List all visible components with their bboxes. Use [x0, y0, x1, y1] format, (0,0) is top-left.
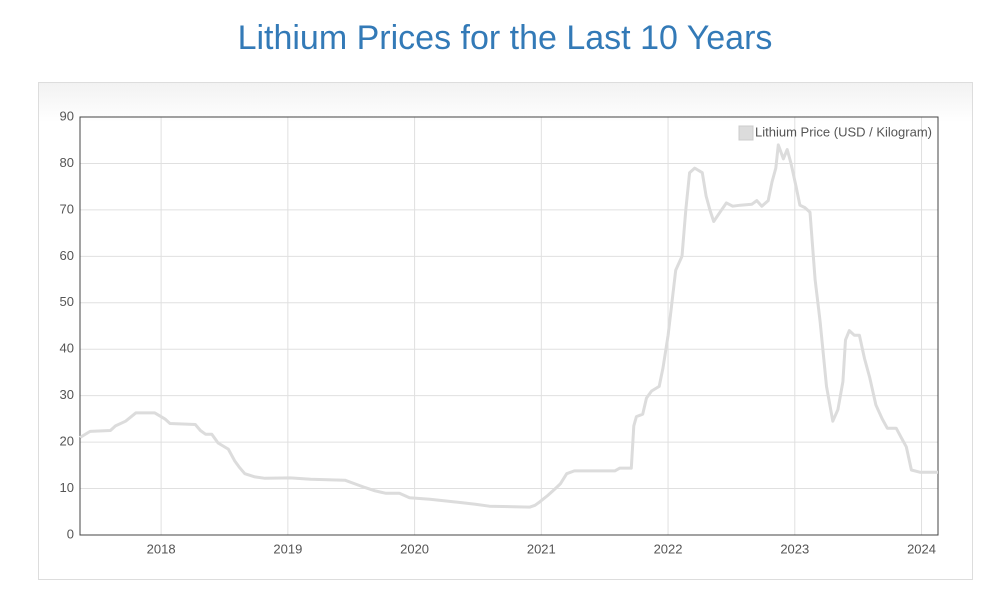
legend-label: Lithium Price (USD / Kilogram) — [755, 124, 932, 139]
y-tick-label: 10 — [60, 480, 74, 495]
y-tick-label: 70 — [60, 201, 74, 216]
x-tick-label: 2024 — [907, 541, 936, 556]
x-tick-label: 2022 — [654, 541, 683, 556]
x-tick-label: 2019 — [273, 541, 302, 556]
y-tick-label: 40 — [60, 341, 74, 356]
plot-frame — [79, 116, 939, 536]
legend-swatch — [738, 125, 754, 141]
y-tick-label: 0 — [67, 526, 74, 541]
x-tick-label: 2023 — [780, 541, 809, 556]
x-tick-label: 2018 — [147, 541, 176, 556]
y-tick-label: 60 — [60, 248, 74, 263]
panel — [38, 82, 973, 580]
line — [79, 143, 938, 509]
y-tick-label: 30 — [60, 387, 74, 402]
y-tick-label: 80 — [60, 155, 74, 170]
y-tick-label: 20 — [60, 434, 74, 449]
y-tick-label: 50 — [60, 294, 74, 309]
x-tick-label: 2020 — [400, 541, 429, 556]
x-tick-label: 2021 — [527, 541, 556, 556]
chart-title: Lithium Prices for the Last 10 Years — [238, 19, 773, 57]
y-tick-label: 90 — [60, 108, 74, 123]
